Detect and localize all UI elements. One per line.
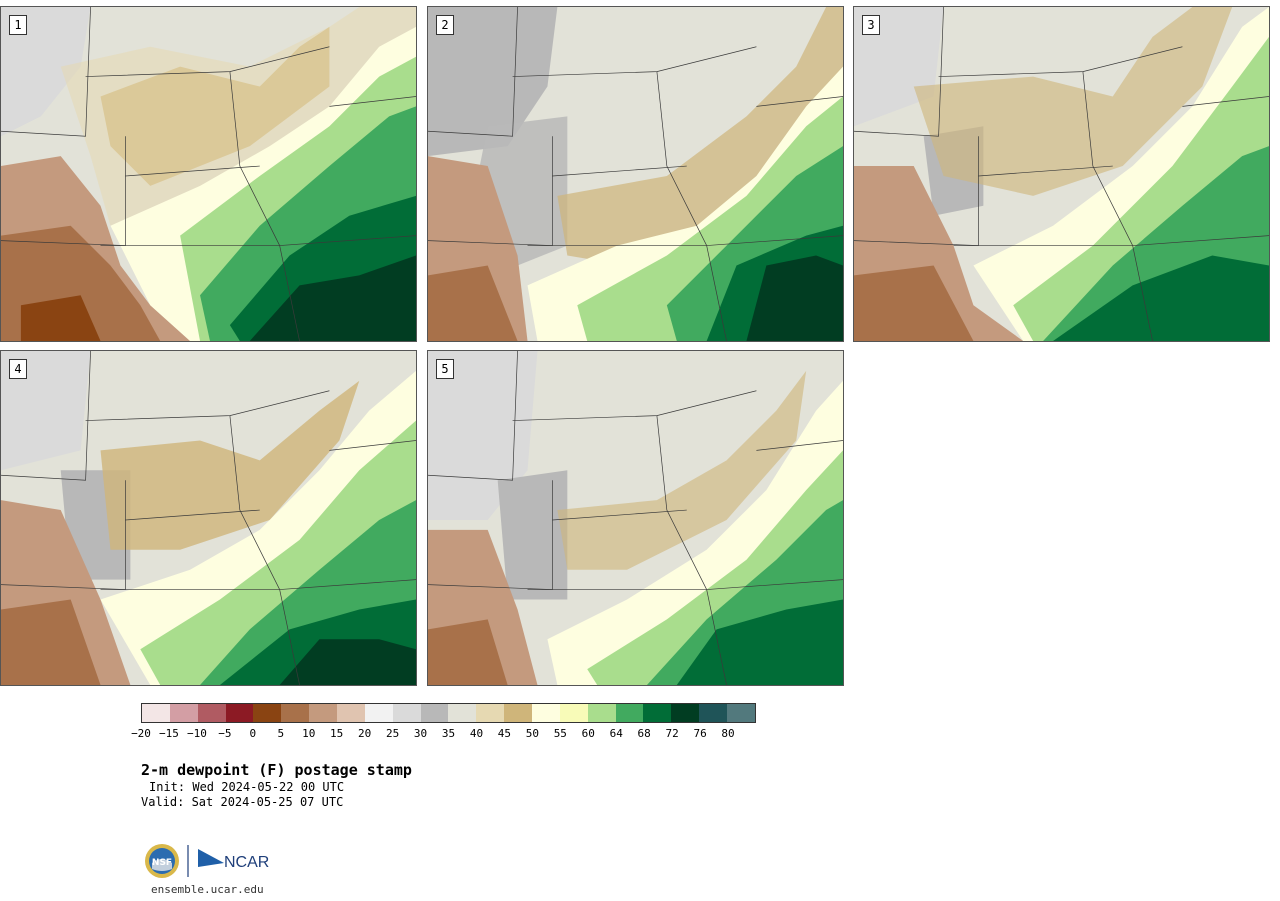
colorbar-tick-label: 35 (441, 727, 456, 740)
valid-time: Valid: Sat 2024-05-25 07 UTC (141, 795, 344, 809)
map-panel-3: 3 (853, 6, 1270, 342)
colorbar-tick-label: 55 (553, 727, 567, 740)
ncar-logo: NCAR (198, 849, 269, 871)
colorbar-tick-label: 80 (721, 727, 735, 740)
colorbar-swatch (420, 704, 449, 722)
colorbar-tick-label: 30 (413, 727, 428, 740)
dewpoint-map (1, 351, 416, 685)
panel-number: 5 (436, 359, 454, 379)
map-panel-2: 2 (427, 6, 844, 342)
colorbar-swatch (392, 704, 421, 722)
colorbar-swatch (281, 704, 310, 722)
dewpoint-map (428, 7, 843, 341)
colorbar-swatch (699, 704, 728, 722)
colorbar-swatch (643, 704, 672, 722)
map-panel-5: 5 (427, 350, 844, 686)
colorbar-tick-label: 64 (609, 727, 623, 740)
colorbar-swatch (532, 704, 560, 722)
colorbar-tick-label: 40 (469, 727, 484, 740)
ncar-logo-text: NCAR (224, 854, 269, 871)
colorbar-swatch (727, 704, 755, 722)
dewpoint-map (428, 351, 843, 685)
colorbar-tick-label: 50 (525, 727, 539, 740)
colorbar-swatch (253, 704, 282, 722)
init-time: Init: Wed 2024-05-22 00 UTC (149, 780, 345, 794)
colorbar-tick-label: −10 (186, 727, 207, 740)
dewpoint-map (1, 7, 416, 341)
colorbar-tick-label: 45 (497, 727, 512, 740)
nsf-ncar-logos: NSF NCAR (145, 844, 269, 878)
colorbar-tick-label: 0 (249, 727, 257, 740)
colorbar-tick-label: 76 (693, 727, 707, 740)
colorbar-swatch (615, 704, 644, 722)
colorbar-swatch (587, 704, 616, 722)
nsf-logo: NSF (145, 844, 179, 878)
panel-number: 4 (9, 359, 27, 379)
map-panel-1: 1 (0, 6, 417, 342)
colorbar-swatch (559, 704, 588, 722)
colorbar-swatch (309, 704, 338, 722)
colorbar-swatch (448, 704, 477, 722)
colorbar-tick-label: 20 (358, 727, 372, 740)
panel-number: 2 (436, 15, 454, 35)
colorbar-tick-label: 15 (330, 727, 344, 740)
colorbar-swatch (476, 704, 505, 722)
colorbar-swatch (142, 704, 170, 722)
colorbar-tick-label: 5 (277, 727, 285, 740)
colorbar-tick-label: 72 (665, 727, 679, 740)
site-url: ensemble.ucar.edu (151, 883, 264, 896)
colorbar-swatch (671, 704, 700, 722)
colorbar-tick-label: 10 (302, 727, 316, 740)
colorbar-ticks: −20 −15 −10 −5 0 5 10 15 20 25 30 35 40 45 50 55 60 64 68 7… (131, 727, 756, 743)
colorbar-tick-label: −5 (218, 727, 232, 740)
colorbar-swatch (225, 704, 254, 722)
colorbar (141, 703, 756, 723)
map-panel-4: 4 (0, 350, 417, 686)
panel-number: 3 (862, 15, 880, 35)
figure-title: 2-m dewpoint (F) postage stamp (141, 761, 412, 779)
colorbar-swatch (364, 704, 393, 722)
colorbar-tick-label: 68 (637, 727, 651, 740)
colorbar-tick-label: −20 (131, 727, 151, 740)
nsf-logo-text: NSF (152, 858, 172, 868)
colorbar-tick-label: 60 (581, 727, 595, 740)
colorbar-tick-label: −15 (159, 727, 179, 740)
colorbar-swatch (337, 704, 365, 722)
colorbar-swatch (504, 704, 533, 722)
colorbar-swatch (169, 704, 198, 722)
colorbar-swatch (197, 704, 226, 722)
panel-number: 1 (9, 15, 27, 35)
colorbar-tick-label: 25 (385, 727, 400, 740)
dewpoint-map (854, 7, 1269, 341)
